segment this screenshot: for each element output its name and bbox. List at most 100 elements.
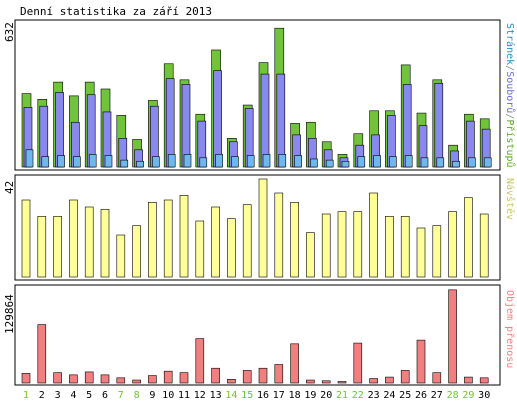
bar-stranek-day-9: [152, 156, 160, 168]
bar-navstev-day-27: [432, 225, 442, 278]
bar-navstev-day-23: [369, 192, 378, 278]
panel-visits-ymax-label: 42: [3, 181, 16, 194]
bar-souboru-day-27: [434, 82, 444, 168]
bar-objem-day-22: [353, 342, 363, 384]
bar-stranek-day-28: [452, 160, 460, 168]
x-tick-label-day-27: 27: [431, 390, 443, 401]
bar-navstev-day-29: [464, 197, 473, 278]
bar-objem-day-8: [132, 379, 141, 384]
bar-navstev-day-18: [290, 202, 299, 278]
bar-stranek-day-20: [325, 159, 334, 168]
bar-objem-day-26: [416, 339, 426, 384]
x-tick-label-day-14: 14: [225, 390, 237, 401]
bar-objem-day-25: [400, 370, 410, 384]
x-tick-label-day-21: 21: [336, 390, 348, 401]
bar-navstev-day-9: [148, 202, 157, 278]
x-tick-label-day-13: 13: [210, 390, 222, 401]
bar-navstev-day-22: [353, 211, 363, 278]
bar-souboru-day-10: [165, 78, 175, 168]
bar-objem-day-19: [306, 379, 315, 384]
bar-navstev-day-28: [448, 211, 457, 278]
bar-souboru-day-25: [402, 84, 412, 168]
bar-navstev-day-24: [385, 216, 394, 278]
x-tick-label-day-25: 25: [399, 390, 411, 401]
bar-stranek-day-7: [120, 159, 129, 168]
bar-navstev-day-4: [69, 199, 78, 278]
bar-stranek-day-3: [57, 155, 65, 168]
bar-stranek-day-21: [341, 160, 350, 168]
x-tick-label-day-7: 7: [118, 390, 124, 401]
x-tick-label-day-19: 19: [304, 390, 316, 401]
bar-objem-day-18: [290, 343, 299, 384]
bar-objem-day-12: [195, 338, 205, 384]
bar-stranek-day-1: [25, 149, 34, 168]
panel-hits-bars: [21, 27, 492, 168]
bar-objem-day-5: [84, 371, 94, 384]
bar-navstev-day-13: [211, 206, 220, 278]
bar-stranek-day-29: [468, 157, 476, 168]
bar-objem-day-23: [369, 378, 378, 384]
bar-stranek-day-6: [104, 155, 113, 168]
x-tick-label-day-5: 5: [86, 390, 92, 401]
bar-navstev-day-21: [337, 211, 347, 278]
bar-objem-day-4: [69, 374, 78, 384]
bar-stranek-day-18: [294, 155, 302, 168]
bar-objem-day-15: [242, 370, 252, 384]
panel-traffic-frame: [14, 284, 501, 386]
bar-objem-day-13: [211, 367, 220, 384]
bar-objem-day-27: [432, 372, 442, 384]
bar-objem-day-2: [37, 324, 47, 384]
bar-stranek-day-10: [167, 154, 176, 168]
x-tick-label-day-4: 4: [70, 390, 76, 401]
bar-objem-day-9: [148, 375, 157, 384]
bar-objem-day-3: [53, 372, 62, 384]
x-tick-label-day-9: 9: [149, 390, 155, 401]
bar-objem-day-21: [337, 381, 347, 384]
x-tick-label-day-2: 2: [39, 390, 45, 401]
bar-stranek-day-17: [278, 154, 287, 168]
bar-souboru-day-17: [276, 73, 286, 168]
bar-objem-day-29: [464, 376, 473, 384]
chart-title: Denní statistika za září 2013: [20, 5, 212, 18]
x-tick-label-day-20: 20: [320, 390, 332, 401]
bar-stranek-day-4: [73, 156, 81, 168]
legend-part-2: Souborů: [504, 71, 516, 113]
bar-souboru-day-13: [213, 70, 222, 168]
bar-navstev-day-10: [163, 199, 173, 278]
bar-stranek-day-11: [183, 154, 192, 168]
panel-visits-legend: Návštěv: [504, 178, 516, 220]
bar-objem-day-30: [479, 377, 489, 384]
bar-navstev-day-19: [306, 232, 315, 278]
bar-stranek-day-23: [373, 155, 381, 168]
bar-navstev-day-26: [416, 227, 426, 278]
x-tick-label-day-26: 26: [415, 390, 427, 401]
legend-part-3: /: [504, 113, 515, 119]
bar-objem-day-1: [21, 373, 31, 384]
bar-stranek-day-14: [231, 156, 239, 168]
bar-objem-day-10: [163, 370, 173, 384]
bar-objem-day-16: [258, 367, 268, 384]
bar-stranek-day-12: [199, 157, 208, 168]
x-tick-label-day-18: 18: [289, 390, 301, 401]
x-tick-label-day-15: 15: [241, 390, 253, 401]
bar-navstev-day-1: [21, 199, 31, 278]
bar-stranek-day-13: [215, 154, 223, 168]
bar-navstev-day-11: [179, 195, 189, 278]
bar-stranek-day-25: [404, 155, 413, 168]
bar-stranek-day-26: [420, 157, 429, 168]
bar-objem-day-6: [100, 374, 110, 384]
bar-navstev-day-8: [132, 225, 141, 278]
bar-objem-day-20: [321, 380, 331, 384]
bar-navstev-day-5: [84, 206, 94, 278]
x-axis-day-labels: 1 2 3 4 5 6 7 8 9 10 11 12 13 14 15 16 17 18 19 20 21 22 23 24 2…: [23, 390, 490, 401]
bar-navstev-day-14: [227, 218, 236, 278]
bar-navstev-day-17: [274, 192, 284, 278]
bar-navstev-day-20: [321, 213, 331, 278]
bar-stranek-day-2: [41, 156, 50, 168]
x-tick-label-day-1: 1: [23, 390, 29, 401]
bar-souboru-day-16: [260, 73, 270, 168]
bar-navstev-day-30: [479, 213, 489, 278]
bar-navstev-day-12: [195, 220, 205, 278]
bar-stranek-day-22: [357, 156, 366, 168]
x-tick-label-day-30: 30: [478, 390, 490, 401]
